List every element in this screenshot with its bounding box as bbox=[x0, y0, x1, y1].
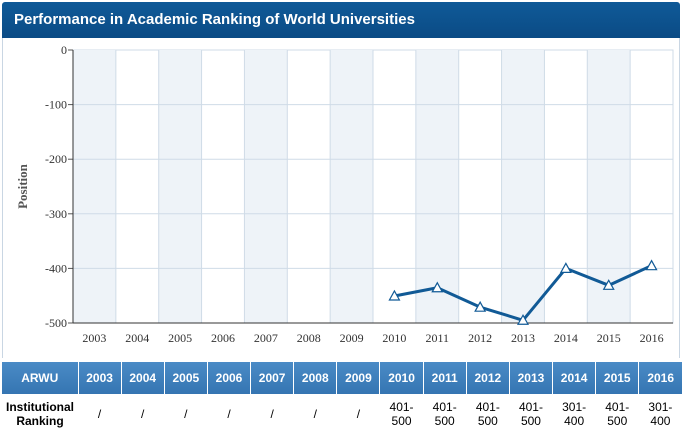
panel-header: Performance in Academic Ranking of World… bbox=[2, 2, 680, 38]
column-band bbox=[73, 50, 116, 323]
table-row: Institutional Ranking / / / / / //401- 500 401-… bbox=[2, 394, 682, 434]
table-header-year: 2008 bbox=[293, 362, 337, 394]
table-header-year: 2012 bbox=[465, 362, 510, 394]
row-label: Institutional Ranking bbox=[2, 394, 78, 434]
ranking-cell-line: / bbox=[356, 407, 361, 421]
ranking-cell-line: / bbox=[97, 407, 102, 421]
x-tick-label: 2009 bbox=[340, 331, 364, 345]
ranking-cell: / bbox=[337, 394, 380, 434]
ranking-cell: 401- 500 bbox=[509, 394, 552, 434]
table-header-year: 2003 bbox=[77, 362, 122, 394]
ranking-cell-line: / bbox=[184, 407, 188, 421]
table-header-year: 2011 bbox=[422, 362, 467, 394]
x-tick-label: 2015 bbox=[597, 331, 621, 345]
data-point-marker bbox=[559, 262, 572, 273]
x-tick-label: 2003 bbox=[82, 331, 106, 345]
ranking-cell-line: 500 bbox=[434, 414, 455, 428]
ranking-cell: 301- 400 bbox=[639, 394, 682, 434]
x-tick-label: 2010 bbox=[382, 331, 406, 345]
ranking-cell-line: 400 bbox=[650, 414, 671, 428]
ranking-cell: 401- 500 bbox=[380, 394, 423, 434]
ranking-table: ARWU 2003 2004 2005 2006 2007 2008 2009 2010 201… bbox=[2, 362, 682, 434]
ranking-cell-line: 401- bbox=[389, 400, 414, 414]
table-header-year: 2014 bbox=[552, 362, 596, 394]
data-point-marker bbox=[516, 314, 530, 325]
table-header-year: 2007 bbox=[250, 362, 294, 394]
x-tick-label: 2007 bbox=[254, 331, 278, 345]
data-point-marker bbox=[388, 289, 401, 301]
ranking-table-wrap: ARWU 2003 2004 2005 2006 2007 2008 2009 2010 201… bbox=[2, 362, 682, 434]
ranking-cell-line: / bbox=[313, 407, 317, 421]
data-point-marker bbox=[602, 279, 615, 290]
y-axis-label: Position bbox=[15, 163, 30, 209]
column-band bbox=[158, 50, 202, 323]
ranking-cell: / bbox=[251, 394, 294, 434]
ranking-cell-line: 401- bbox=[475, 400, 500, 414]
ranking-cell: / bbox=[294, 394, 337, 434]
x-tick-label: 2005 bbox=[168, 331, 192, 345]
ranking-cell-line: 400 bbox=[564, 414, 585, 428]
ranking-cell: 401- 500 bbox=[423, 394, 466, 434]
table-header-year: 2004 bbox=[120, 362, 165, 394]
table-header-year: 2010 bbox=[379, 362, 424, 394]
column-band bbox=[330, 50, 373, 323]
column-band bbox=[415, 50, 459, 323]
ranking-cell-line: 301- bbox=[648, 400, 673, 414]
ranking-cell-line: 500 bbox=[391, 414, 412, 428]
row-label-line2: Ranking bbox=[16, 414, 64, 428]
ranking-cell-line: 500 bbox=[520, 414, 541, 428]
ranking-cell-line: / bbox=[270, 407, 274, 421]
row-label-line1: Institutional bbox=[6, 400, 74, 414]
y-tick-label: -300 bbox=[45, 207, 67, 221]
ranking-cell: 301- 400 bbox=[553, 394, 596, 434]
ranking-cell-line: 500 bbox=[607, 414, 628, 428]
column-band bbox=[244, 50, 288, 323]
ranking-cell-line: / bbox=[141, 407, 145, 421]
ranking-cell: / bbox=[207, 394, 250, 434]
ranking-cell: / bbox=[121, 394, 164, 434]
x-tick-label: 2006 bbox=[211, 331, 235, 345]
ranking-cell-line: / bbox=[227, 407, 231, 421]
data-point-marker bbox=[431, 281, 444, 293]
table-header-year: 2005 bbox=[163, 362, 208, 394]
ranking-cell: / bbox=[164, 394, 207, 434]
table-header-row: ARWU 2003 2004 2005 2006 2007 2008 2009 2010 201… bbox=[2, 362, 682, 394]
table-header-arwu: ARWU bbox=[2, 362, 78, 394]
x-tick-label: 2011 bbox=[426, 331, 450, 345]
data-point-marker bbox=[474, 300, 487, 312]
x-tick-label: 2012 bbox=[468, 331, 492, 345]
y-tick-label: -400 bbox=[45, 261, 67, 275]
x-tick-label: 2013 bbox=[511, 331, 535, 345]
x-tick-label: 2016 bbox=[640, 331, 664, 345]
panel-title: Performance in Academic Ranking of World… bbox=[14, 11, 415, 28]
data-point-marker bbox=[645, 259, 658, 271]
y-tick-label: 0 bbox=[61, 43, 67, 57]
chart-area: 0 -100 -200 -300 -400 -500 2003 2004 2005 2006 200… bbox=[2, 38, 680, 358]
ranking-cell: 401- 500 bbox=[466, 394, 509, 434]
ranking-cell-line: 301- bbox=[562, 400, 587, 414]
ranking-cell-line: 401- bbox=[518, 400, 543, 414]
ranking-cell-line: 401- bbox=[432, 400, 457, 414]
x-tick-label: 2008 bbox=[297, 331, 321, 345]
x-tick-label: 2004 bbox=[125, 331, 149, 345]
x-tick-label: 2014 bbox=[554, 331, 578, 345]
table-header-year: 2015 bbox=[595, 362, 639, 394]
ranking-cell: 401- 500 bbox=[596, 394, 639, 434]
column-band bbox=[501, 50, 545, 323]
table-header-year: 2006 bbox=[206, 362, 251, 394]
ranking-line-chart: 0 -100 -200 -300 -400 -500 2003 2004 2005 2006 200… bbox=[15, 43, 674, 345]
ranking-cell: / bbox=[78, 394, 121, 434]
y-tick-label: -200 bbox=[45, 152, 67, 166]
y-tick-label: -100 bbox=[45, 98, 67, 112]
table-header-year: 2013 bbox=[508, 362, 553, 394]
ranking-cell-line: 401- bbox=[605, 400, 630, 414]
y-tick-label: -500 bbox=[45, 316, 67, 330]
ranking-cell-line: 500 bbox=[477, 414, 498, 428]
table-header-year: 2009 bbox=[336, 362, 380, 394]
table-header-year: 2016 bbox=[638, 362, 682, 394]
